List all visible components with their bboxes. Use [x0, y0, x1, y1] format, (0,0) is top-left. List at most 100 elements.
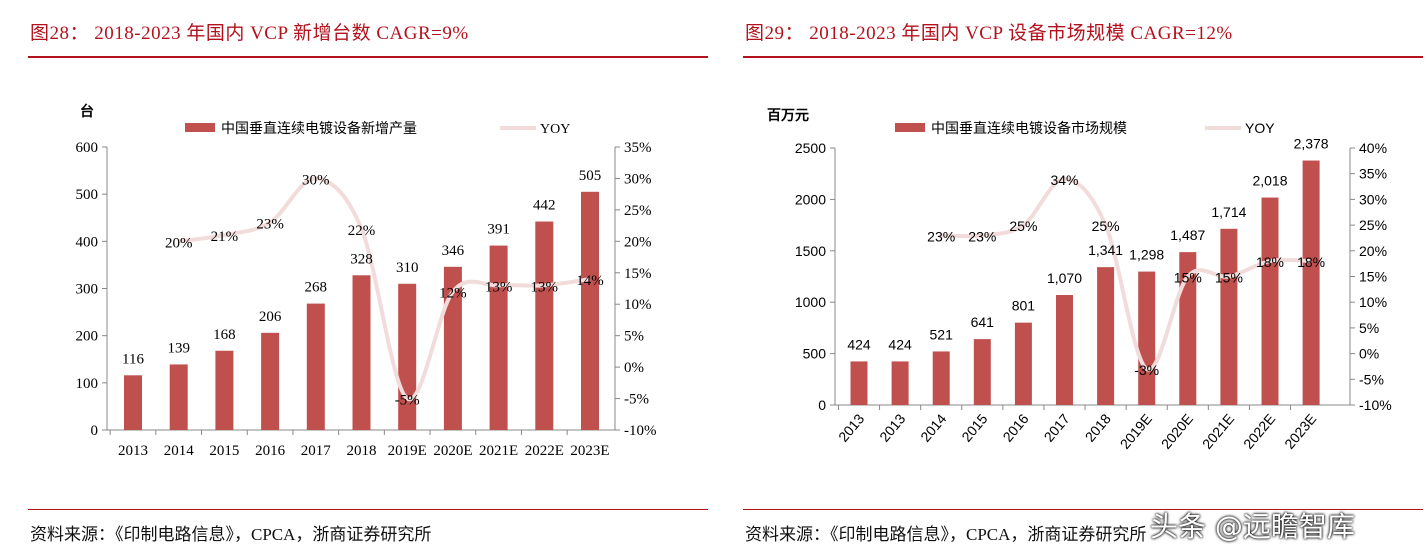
bar — [973, 339, 991, 405]
y-axis-unit: 百万元 — [767, 107, 809, 123]
bar — [1261, 197, 1279, 405]
right-tick-label: -10% — [1359, 397, 1392, 413]
right-tick-label: 30% — [624, 171, 652, 187]
left-tick-label: 600 — [76, 140, 99, 156]
left-tick-label: 400 — [76, 234, 99, 250]
source-note-left: 资料来源：《印制电路信息》，CPCA，浙商证券研究所 — [30, 525, 432, 544]
x-tick-label: 2014 — [917, 410, 949, 444]
x-tick-label: 2023E — [570, 443, 609, 459]
bar — [1014, 322, 1032, 405]
bar — [1220, 228, 1238, 405]
bar — [1179, 252, 1197, 405]
legend-line-label: YOY — [540, 122, 570, 137]
right-tick-label: 0% — [1359, 346, 1379, 362]
source-divider-left — [28, 509, 708, 510]
bar — [306, 303, 325, 430]
legend-bar-swatch — [895, 123, 925, 132]
x-tick-label: 2015 — [958, 410, 990, 444]
bar — [932, 351, 950, 405]
yoy-value-label: 23% — [256, 216, 284, 232]
yoy-value-label: 13% — [531, 279, 559, 295]
right-tick-label: 30% — [1359, 191, 1387, 207]
yoy-line — [178, 176, 591, 402]
yoy-value-label: 23% — [968, 228, 996, 244]
yoy-value-label: 30% — [302, 172, 330, 188]
bar-value-label: 2,018 — [1252, 173, 1287, 189]
left-tick-label: 2500 — [795, 140, 826, 156]
left-tick-label: 300 — [76, 282, 99, 298]
bar-value-label: 442 — [533, 198, 556, 214]
bar — [261, 332, 280, 430]
x-tick-label: 2016 — [999, 410, 1031, 444]
bar — [443, 266, 462, 430]
yoy-value-label: 13% — [485, 279, 513, 295]
yoy-value-label: -3% — [1134, 362, 1159, 378]
x-tick-label: 2017 — [301, 443, 332, 459]
yoy-value-label: 15% — [1215, 270, 1243, 286]
bar — [1138, 271, 1156, 405]
yoy-value-label: 18% — [1297, 254, 1325, 270]
right-tick-label: 10% — [624, 297, 652, 313]
x-tick-label: 2013 — [118, 443, 148, 459]
x-tick-label: 2018 — [1082, 410, 1114, 444]
watermark: 头条 @远瞻智库 — [1150, 510, 1355, 543]
right-tick-label: 20% — [624, 234, 652, 250]
bar-value-label: 1,070 — [1047, 270, 1082, 286]
bar — [850, 361, 868, 405]
bar — [1302, 160, 1320, 405]
yoy-value-label: -5% — [395, 393, 420, 409]
yoy-value-label: 18% — [1256, 254, 1284, 270]
bar-value-label: 310 — [396, 260, 419, 276]
x-tick-label: 2015 — [209, 443, 239, 459]
yoy-value-label: 20% — [165, 235, 193, 251]
bar — [124, 375, 142, 430]
bar-value-label: 206 — [259, 309, 282, 325]
y-axis-unit: 台 — [80, 103, 94, 120]
right-tick-label: 0% — [624, 360, 644, 376]
source-divider-right — [743, 509, 1423, 510]
legend-bar-label: 中国垂直连续电镀设备市场规模 — [931, 120, 1127, 136]
bar-value-label: 641 — [971, 314, 995, 330]
yoy-line — [941, 176, 1312, 372]
right-tick-label: 5% — [1359, 320, 1379, 336]
right-tick-label: 5% — [624, 329, 644, 345]
x-tick-label: 2016 — [255, 443, 286, 459]
left-tick-label: 500 — [76, 187, 99, 203]
bar — [352, 275, 371, 430]
bar-value-label: 1,341 — [1088, 242, 1123, 258]
x-tick-label: 2014 — [164, 443, 195, 459]
yoy-value-label: 22% — [348, 223, 376, 239]
title-divider-left — [28, 56, 708, 58]
right-tick-label: 15% — [624, 266, 652, 282]
left-tick-label: 0 — [818, 397, 826, 413]
yoy-value-label: 25% — [1092, 218, 1120, 234]
bar-value-label: 424 — [888, 336, 912, 352]
left-tick-label: 2000 — [795, 191, 826, 207]
x-tick-label: 2013 — [835, 410, 867, 444]
x-tick-label: 2017 — [1041, 410, 1073, 444]
right-tick-label: 10% — [1359, 294, 1387, 310]
x-tick-label: 2022E — [1240, 411, 1278, 452]
bar — [489, 245, 508, 430]
left-tick-label: 200 — [76, 329, 99, 345]
left-tick-label: 100 — [76, 376, 99, 392]
bar-value-label: 505 — [579, 168, 602, 184]
yoy-value-label: 12% — [439, 286, 467, 302]
bar — [169, 364, 188, 430]
legend-line-label: YOY — [1245, 120, 1275, 136]
bar — [535, 221, 554, 430]
bar-value-label: 346 — [442, 243, 465, 259]
yoy-value-label: 34% — [1050, 172, 1078, 188]
bar-value-label: 391 — [487, 222, 510, 238]
bar-value-label: 521 — [930, 326, 954, 342]
yoy-value-label: 25% — [1009, 218, 1037, 234]
right-tick-label: 25% — [624, 203, 652, 219]
x-tick-label: 2021E — [479, 443, 518, 459]
x-tick-label: 2020E — [1158, 411, 1196, 452]
bar-value-label: 1,487 — [1170, 227, 1205, 243]
yoy-value-label: 21% — [211, 229, 239, 245]
x-tick-label: 2019E — [388, 443, 427, 459]
left-tick-label: 1000 — [795, 294, 826, 310]
right-tick-label: -5% — [624, 392, 649, 408]
